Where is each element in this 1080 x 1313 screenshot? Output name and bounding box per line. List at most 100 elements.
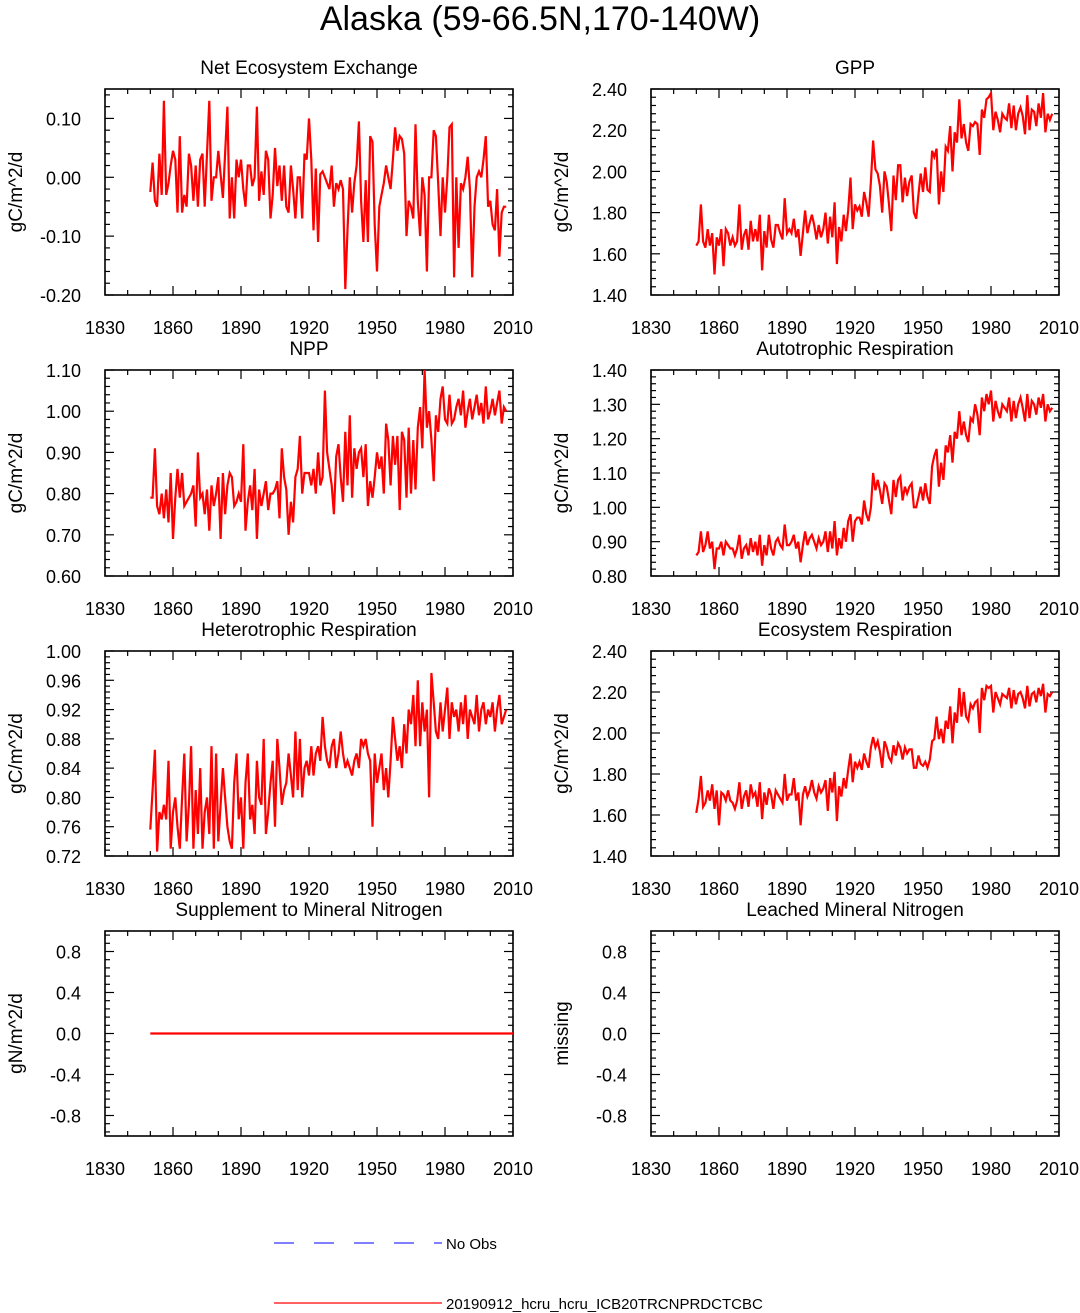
y-tick-label: 1.10 [592,464,627,484]
x-tick-label: 1890 [767,599,807,619]
panel-7: 1830 1860 1890 1920 1950 1980 2010 -0.8 -0.4 0.0 0… [6,900,533,1179]
y-tick-label: 1.10 [46,361,81,381]
y-tick-label: 2.00 [592,724,627,744]
x-tick-label: 1860 [153,879,193,899]
y-tick-label: 0.88 [46,730,81,750]
y-tick-label: 0.8 [56,943,81,963]
panel-title: Autotrophic Respiration [756,339,954,360]
x-tick-label: 1950 [357,599,397,619]
y-tick-label: 1.40 [592,847,627,867]
x-tick-label: 1950 [903,1159,943,1179]
y-tick-label: -0.10 [40,227,81,247]
x-tick-label: 1980 [971,879,1011,899]
panels: 1830 1860 1890 1920 1950 1980 2010 -0.20 -0.10 0.… [6,58,1079,1179]
x-tick-label: 1830 [631,599,671,619]
x-tick-label: 1860 [699,879,739,899]
y-tick-label: 0.92 [46,701,81,721]
y-axis-label: gC/m^2/d [6,433,27,514]
y-tick-label: 1.00 [46,642,81,662]
legend-model-label: 20190912_hcru_hcru_ICB20TRCNPRDCTCBC [446,1296,763,1313]
y-tick-label: 0.8 [602,943,627,963]
y-tick-label: 2.20 [592,683,627,703]
y-tick-label: 0.70 [46,526,81,546]
x-tick-label: 2010 [493,599,533,619]
y-tick-label: 1.60 [592,806,627,826]
x-tick-label: 1860 [153,1159,193,1179]
y-tick-label: 0.0 [602,1025,627,1045]
x-tick-label: 2010 [1039,1159,1079,1179]
y-tick-label: 0.80 [46,788,81,808]
y-tick-label: 0.60 [46,567,81,587]
series-line [695,683,1054,826]
x-tick-label: 1950 [357,318,397,338]
x-tick-label: 1980 [425,1159,465,1179]
x-tick-label: 1830 [631,879,671,899]
x-tick-label: 1950 [903,318,943,338]
legend: No Obs 20190912_hcru_hcru_ICB20TRCNPRDCT… [274,1236,763,1313]
y-tick-label: 0.72 [46,847,81,867]
x-tick-label: 1860 [153,318,193,338]
y-tick-label: -0.8 [596,1107,627,1127]
y-tick-label: 0.80 [46,485,81,505]
y-tick-label: -0.4 [50,1066,81,1086]
x-tick-label: 1950 [357,879,397,899]
x-tick-label: 1830 [85,318,125,338]
x-tick-label: 1950 [357,1159,397,1179]
panel-title: Heterotrophic Respiration [201,620,416,641]
legend-obs-label: No Obs [446,1236,497,1253]
panel-title: Supplement to Mineral Nitrogen [175,900,442,921]
panel-title: Ecosystem Respiration [758,620,952,641]
y-tick-label: 0.80 [592,567,627,587]
y-axis-label: missing [552,1001,573,1065]
series-line [695,390,1054,570]
y-tick-label: -0.4 [596,1066,627,1086]
y-axis-label: gC/m^2/d [552,713,573,794]
series-line [150,369,508,539]
y-tick-label: 0.0 [56,1025,81,1045]
x-tick-label: 1980 [971,599,1011,619]
y-axis-label: gN/m^2/d [6,993,27,1074]
x-tick-label: 1980 [425,599,465,619]
y-axis-label: gC/m^2/d [552,433,573,514]
y-tick-label: 0.4 [602,984,627,1004]
y-tick-label: 1.60 [592,245,627,265]
panel-3: 1830 1860 1890 1920 1950 1980 2010 0.60 0.70 0.80… [6,339,533,619]
y-tick-label: 1.00 [592,498,627,518]
y-tick-label: 0.10 [46,109,81,129]
y-tick-label: 0.90 [46,443,81,463]
panel-4: 1830 1860 1890 1920 1950 1980 2010 0.80 0.90 1.00… [552,339,1079,619]
panel-6: 1830 1860 1890 1920 1950 1980 2010 1.40 1.60 1.80… [552,620,1079,899]
plot-frame [104,650,514,857]
y-tick-label: 2.20 [592,121,627,141]
y-tick-label: 0.84 [46,759,81,779]
series-line [149,100,507,290]
x-tick-label: 1920 [835,1159,875,1179]
x-tick-label: 1920 [289,318,329,338]
y-axis-label: gC/m^2/d [552,152,573,233]
y-tick-label: 0.00 [46,168,81,188]
series-line [149,672,508,852]
plot-frame [650,650,1060,857]
x-tick-label: 1920 [835,879,875,899]
x-tick-label: 1890 [221,879,261,899]
x-tick-label: 2010 [493,1159,533,1179]
panel-title: NPP [289,339,328,360]
x-tick-label: 1860 [699,599,739,619]
y-tick-label: 0.4 [56,984,81,1004]
x-tick-label: 1950 [903,599,943,619]
x-tick-label: 1890 [221,318,261,338]
x-tick-label: 2010 [1039,879,1079,899]
panel-title: GPP [835,58,875,79]
x-tick-label: 1890 [767,879,807,899]
x-tick-label: 1890 [221,1159,261,1179]
x-tick-label: 1860 [153,599,193,619]
y-tick-label: 2.40 [592,80,627,100]
x-tick-label: 1920 [289,1159,329,1179]
y-axis-label: gC/m^2/d [6,713,27,794]
y-tick-label: 2.40 [592,642,627,662]
x-tick-label: 2010 [493,318,533,338]
y-tick-label: 1.40 [592,286,627,306]
y-tick-label: -0.8 [50,1107,81,1127]
panel-1: 1830 1860 1890 1920 1950 1980 2010 -0.20 -0.10 0.… [6,58,533,338]
